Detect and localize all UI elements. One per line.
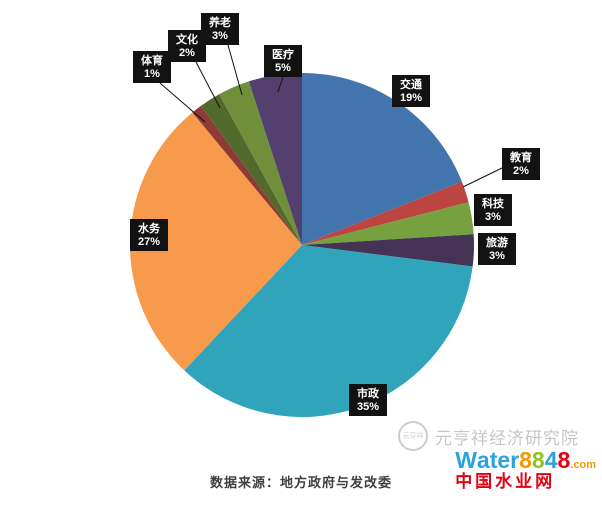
brand-letter: r (510, 447, 520, 473)
pie-slice-水务 (130, 112, 302, 371)
slice-label-box (349, 384, 387, 416)
slice-label-交通: 交通 19% (392, 75, 430, 107)
slice-label-text: 市政 35% (357, 386, 380, 413)
pie-slice-教育 (302, 181, 469, 245)
slice-label-text: 科技 3% (482, 196, 505, 223)
slice-label-文化: 文化 2% (168, 30, 206, 62)
slice-label-text: 水务 27% (138, 221, 161, 248)
slice-label-教育: 教育 2% (502, 148, 540, 180)
brand-letter: W (455, 447, 477, 473)
slice-label-水务: 水务 27% (130, 219, 168, 251)
watermark: 元亨祥 元亨祥经济研究院 (398, 421, 579, 451)
slice-label-体育: 体育 1% (133, 51, 171, 83)
slice-label-box (392, 75, 430, 107)
slice-label-box (168, 30, 206, 62)
slice-label-box (133, 51, 171, 83)
slice-label-box (264, 45, 302, 77)
pie-slice-文化 (200, 94, 302, 245)
source-caption: 数据来源：地方政府与发改委 (209, 475, 392, 490)
brand-letter: e (497, 447, 511, 473)
watermark-seal-text: 元亨祥 (402, 433, 424, 440)
brand-subtitle: 中国水业网 (455, 471, 556, 491)
brand-letter: 4 (544, 447, 558, 473)
slice-label-text: 文化 2% (176, 32, 198, 59)
slice-label-text: 旅游 3% (486, 235, 508, 262)
slice-label-text: 教育 2% (509, 150, 532, 177)
leader-line-医疗 (277, 76, 284, 93)
brand-letter: a (476, 447, 490, 473)
slice-label-box (201, 13, 239, 45)
slice-label-旅游: 旅游 3% (478, 233, 516, 265)
brand-letter: 8 (531, 447, 545, 473)
pie-slice-科技 (302, 202, 474, 245)
slice-label-box (502, 148, 540, 180)
brand-logo: Water8848.com (455, 448, 596, 473)
brand-block: Water8848.com 中国水业网 (455, 448, 596, 491)
brand-letter: t (489, 447, 498, 473)
slice-labels: 交通 19% 教育 2%科技 3% 旅游 3% 市政 35% 水务 27% 体育 1% 文化 2% 养老 3% 医… (130, 13, 540, 416)
pie-slice-市政 (184, 245, 473, 417)
brand-letter: .com (570, 459, 596, 471)
slice-label-text: 体育 1% (141, 53, 163, 80)
slice-label-text: 医疗 5% (272, 47, 294, 74)
slice-label-box (474, 194, 512, 226)
pie-slice-医疗 (248, 73, 302, 245)
leader-line-教育 (462, 167, 503, 188)
leader-lines (159, 44, 503, 188)
slice-label-市政: 市政 35% (349, 384, 387, 416)
leader-line-养老 (227, 44, 243, 96)
slice-label-box (478, 233, 516, 265)
slice-label-box (130, 219, 168, 251)
slice-label-医疗: 医疗 5% (264, 45, 302, 77)
slice-label-text: 养老 3% (208, 15, 231, 42)
slice-label-科技: 科技 3% (474, 194, 512, 226)
slice-label-养老: 养老 3% (201, 13, 239, 45)
pie-slice-养老 (219, 81, 302, 245)
brand-letter: 8 (519, 447, 532, 473)
pie-slices (130, 73, 474, 417)
pie-slice-旅游 (302, 234, 474, 267)
brand-letter: 8 (557, 447, 571, 473)
watermark-seal-icon: 元亨祥 (398, 421, 428, 451)
slice-label-text: 交通 19% (400, 77, 422, 104)
leader-line-文化 (195, 61, 221, 109)
pie-slice-体育 (192, 105, 302, 245)
leader-line-体育 (159, 82, 206, 123)
pie-slice-交通 (302, 73, 462, 245)
watermark-text: 元亨祥经济研究院 (435, 428, 579, 448)
